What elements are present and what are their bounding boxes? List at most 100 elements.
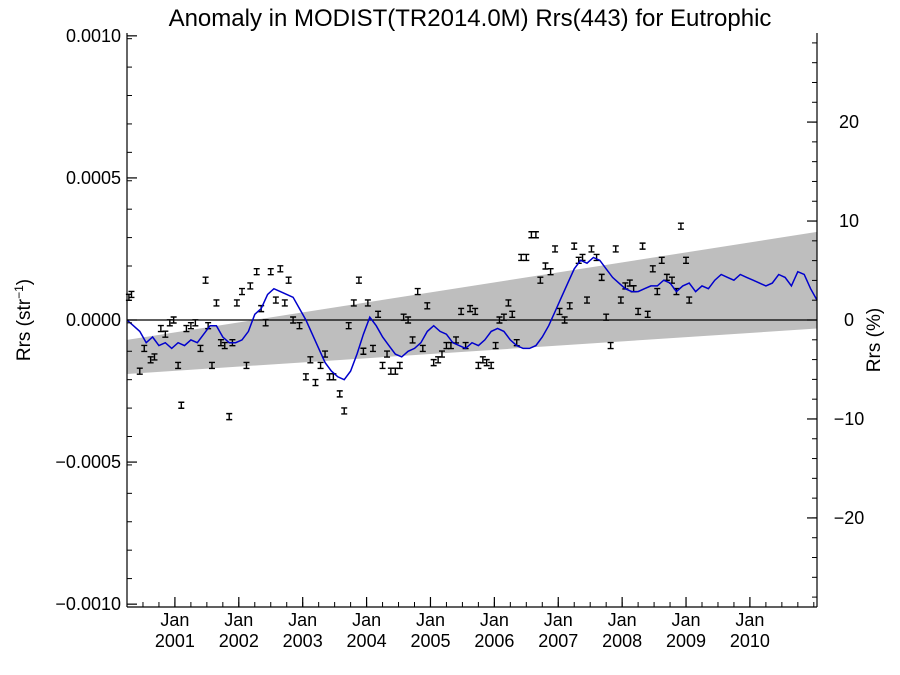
data-point-115 [658,256,665,265]
data-point-28 [253,267,260,276]
x-tick-month-9: Jan [735,610,764,630]
x-tick-month-2: Jan [288,610,317,630]
data-point-93 [556,307,563,316]
data-point-112 [644,310,651,319]
data-point-41 [317,361,324,370]
left-tick-label-1: 0.0005 [66,168,121,188]
data-point-121 [686,296,693,304]
data-point-103 [603,313,610,321]
data-point-43 [326,373,333,381]
data-point-62 [414,287,421,296]
x-tick-year-1: 2002 [219,631,259,651]
x-tick-month-4: Jan [416,610,445,630]
x-tick-month-0: Jan [160,610,189,630]
data-point-89 [537,276,544,284]
left-tick-label-3: −0.0005 [55,452,121,472]
x-tick-month-3: Jan [352,610,381,630]
right-tick-label-1: 10 [839,211,859,231]
data-point-46 [341,407,348,415]
data-point-61 [409,336,416,344]
data-point-16 [202,276,209,284]
data-point-78 [488,361,495,370]
data-point-19 [213,299,220,307]
data-point-22 [226,412,233,421]
data-point-51 [364,299,371,307]
data-point-32 [272,296,279,304]
y-axis-left-label: Rrs (str−1) [12,279,35,361]
data-point-13 [187,321,194,330]
x-tick-year-2: 2003 [283,631,323,651]
chart-title: Anomaly in MODIST(TR2014.0M) Rrs(443) fo… [169,5,772,32]
data-point-96 [571,242,578,250]
data-point-21 [221,341,228,350]
data-point-106 [617,296,624,304]
data-point-33 [277,265,284,273]
x-tick-month-7: Jan [608,610,637,630]
left-tick-label-2: 0.0000 [66,310,121,330]
data-point-50 [360,347,367,355]
data-point-83 [509,310,516,319]
data-point-31 [267,267,274,276]
x-tick-year-8: 2009 [666,631,706,651]
data-point-20 [217,339,224,347]
x-tick-year-7: 2008 [602,631,642,651]
data-point-39 [307,356,314,364]
data-point-35 [285,276,292,284]
data-point-55 [384,350,391,358]
data-point-5 [151,353,158,361]
data-point-38 [302,373,309,381]
y-axis-left-label-base: Rrs (str [14,298,35,361]
data-point-24 [233,299,240,307]
data-point-82 [505,299,512,307]
data-point-15 [197,344,204,353]
data-point-102 [598,273,605,282]
data-point-36 [290,316,297,324]
data-point-49 [355,276,362,284]
data-point-47 [345,321,352,330]
data-point-7 [162,330,169,338]
x-tick-month-6: Jan [544,610,573,630]
data-point-105 [612,245,619,253]
data-point-25 [239,287,245,296]
left-tick-label-0: 0.0010 [66,26,121,46]
data-point-95 [566,302,573,310]
data-point-12 [183,324,190,333]
data-point-94 [561,316,568,324]
right-tick-label-4: −20 [834,508,865,528]
data-point-113 [649,265,656,273]
data-point-110 [635,307,642,316]
data-point-81 [500,313,507,321]
data-point-99 [584,296,590,304]
data-point-26 [243,361,250,370]
data-point-11 [178,401,185,409]
data-point-45 [336,390,343,398]
data-point-85 [518,253,525,262]
data-point-30 [262,319,269,327]
data-point-92 [552,245,559,253]
data-point-87 [528,231,535,239]
data-point-63 [419,344,426,353]
data-point-90 [542,262,549,270]
x-tick-year-5: 2006 [474,631,514,651]
data-point-14 [192,319,199,327]
x-tick-year-3: 2004 [347,631,387,651]
data-point-53 [375,310,382,319]
right-tick-label-0: 20 [839,112,859,132]
data-point-34 [281,299,288,307]
data-point-27 [247,282,254,290]
data-point-74 [472,307,479,316]
data-point-114 [654,287,661,296]
data-point-104 [607,341,614,350]
data-point-60 [405,316,412,324]
x-tick-month-1: Jan [224,610,253,630]
data-point-91 [547,267,554,276]
data-point-3 [141,344,148,353]
data-point-56 [387,367,394,375]
data-point-48 [350,299,357,307]
left-tick-label-4: −0.0010 [55,594,121,614]
data-point-67 [438,350,445,358]
data-point-64 [424,302,431,310]
data-point-54 [379,361,386,370]
x-tick-year-6: 2007 [538,631,578,651]
